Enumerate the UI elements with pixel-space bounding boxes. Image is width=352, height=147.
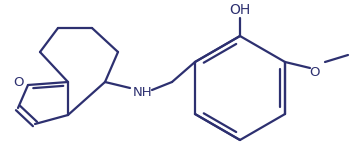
Text: O: O — [13, 76, 23, 88]
Text: OH: OH — [230, 3, 251, 17]
Text: NH: NH — [133, 86, 153, 98]
Text: O: O — [310, 66, 320, 78]
